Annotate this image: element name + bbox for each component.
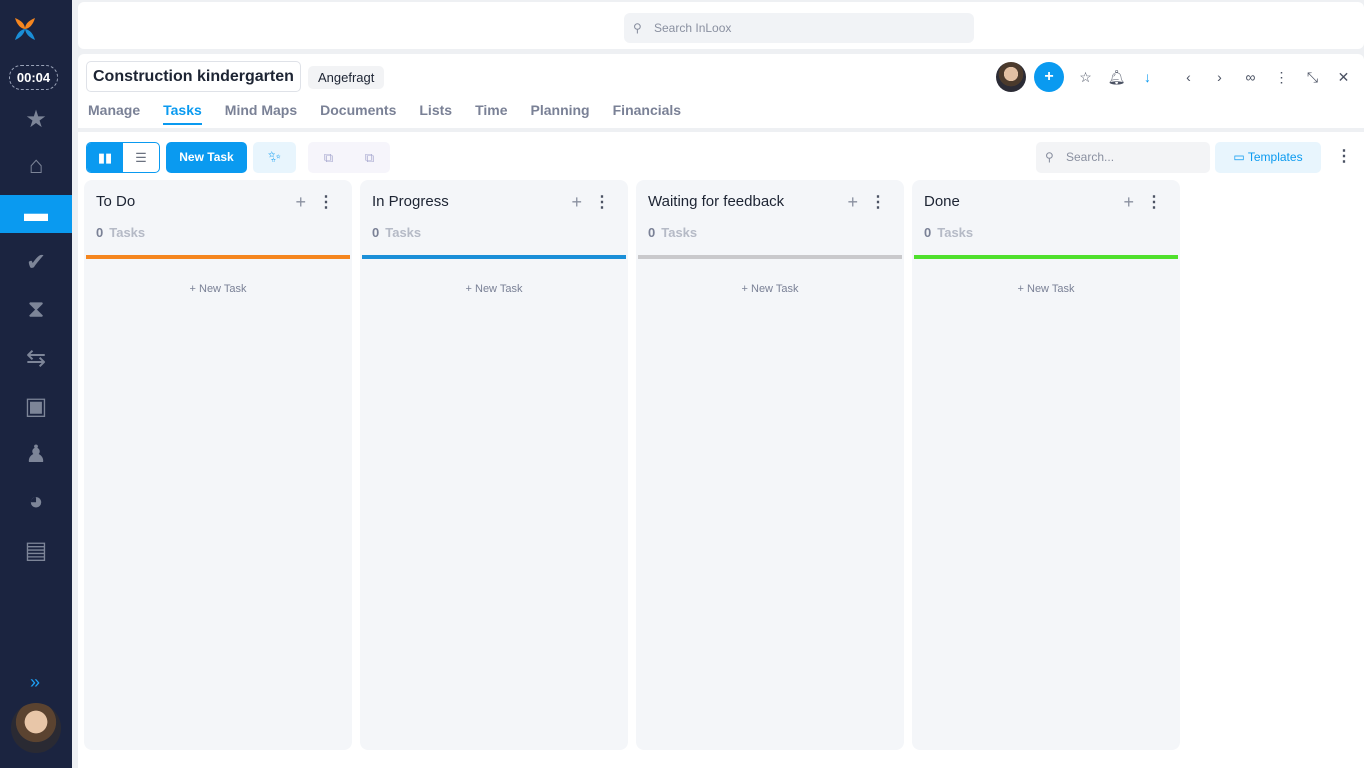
templates-label: Templates — [1247, 150, 1303, 164]
user-avatar[interactable] — [11, 703, 61, 753]
tab-time[interactable]: Time — [475, 102, 508, 118]
bell-icon[interactable]: 🔔︎ — [1107, 68, 1126, 85]
more-icon[interactable]: ⋮ — [1274, 68, 1289, 85]
column-to-do: To Do + ⋮ 0 Tasks + New Task — [84, 180, 352, 750]
tab-documents[interactable]: Documents — [320, 102, 397, 118]
search-placeholder: Search InLoox — [654, 21, 732, 35]
kanban-board: To Do + ⋮ 0 Tasks + New Task In Progress … — [78, 180, 1364, 768]
tab-financials[interactable]: Financials — [612, 102, 682, 118]
star-icon[interactable]: ☆ — [1079, 68, 1092, 85]
status-badge[interactable]: Angefragt — [308, 66, 385, 89]
task-count: 0 Tasks — [96, 225, 146, 240]
new-task-link[interactable]: + New Task — [465, 283, 523, 295]
add-icon[interactable]: + — [847, 192, 858, 212]
column-title[interactable]: To Do — [96, 193, 136, 210]
more-icon[interactable]: ⋮ — [1336, 148, 1352, 165]
inloox-logo[interactable] — [12, 16, 38, 42]
task-count: 0 Tasks — [372, 225, 422, 240]
column-color-bar — [362, 255, 626, 259]
view-toggle: ▮▮ ☰ — [86, 142, 160, 173]
copy-icon[interactable]: ⧉ — [323, 150, 334, 165]
list-view-icon[interactable]: ☰ — [135, 150, 147, 165]
task-count: 0 Tasks — [924, 225, 974, 240]
arrow-down-icon[interactable]: ↓ — [1144, 69, 1151, 85]
new-task-link[interactable]: + New Task — [189, 283, 247, 295]
add-icon[interactable]: + — [1123, 192, 1134, 212]
close-icon[interactable]: ✕ — [1337, 68, 1350, 85]
column-title[interactable]: Done — [924, 193, 960, 210]
documents-icon[interactable]: ▤ — [24, 536, 48, 564]
home-icon[interactable]: ⌂ — [28, 152, 44, 179]
global-search-input[interactable]: ⚲ Search InLoox — [624, 13, 974, 43]
tab-manage[interactable]: Manage — [88, 102, 141, 118]
expand-sidebar-icon[interactable]: » — [30, 672, 41, 692]
column-title[interactable]: Waiting for feedback — [648, 193, 785, 210]
chevron-left-icon[interactable]: ‹ — [1186, 69, 1191, 85]
tab-bar: Manage Tasks Mind Maps Documents Lists T… — [88, 102, 681, 125]
header-actions: + ☆ 🔔︎ ↓ ‹ › ∞ ⋮ ⤡ ✕ — [996, 62, 1359, 92]
search-icon: ⚲ — [633, 21, 642, 35]
column-title[interactable]: In Progress — [372, 193, 449, 210]
new-task-link[interactable]: + New Task — [1017, 283, 1075, 295]
more-icon[interactable]: ⋮ — [594, 194, 610, 211]
tasks-icon[interactable]: ✔ — [25, 248, 47, 276]
project-header: Construction kindergarten Angefragt Mana… — [78, 54, 1364, 128]
project-manager-avatar[interactable] — [996, 62, 1026, 92]
paste-icon[interactable]: ⧉ — [364, 150, 375, 165]
more-icon[interactable]: ⋮ — [1146, 194, 1162, 211]
tab-mind-maps[interactable]: Mind Maps — [224, 102, 298, 118]
column-done: Done + ⋮ 0 Tasks + New Task — [912, 180, 1180, 750]
templates-button[interactable]: ▭ Templates — [1215, 142, 1321, 173]
user-location-icon[interactable]: ♟ — [25, 440, 47, 468]
top-bar: ⚲ Search InLoox — [78, 2, 1364, 49]
projects-icon[interactable]: ▬ — [0, 195, 72, 233]
link-icon[interactable]: ∞ — [1245, 69, 1256, 85]
task-toolbar: ▮▮ ☰ New Task ✨︎ ⧉ ⧉ ⚲ Search... ▭ Templa… — [78, 132, 1364, 180]
search-icon: ⚲ — [1045, 150, 1054, 164]
column-color-bar — [86, 255, 350, 259]
more-icon[interactable]: ⋮ — [318, 194, 334, 211]
copy-paste-group: ⧉ ⧉ — [308, 142, 390, 173]
magic-wand-icon[interactable]: ✨︎ — [253, 142, 296, 173]
tab-planning[interactable]: Planning — [530, 102, 590, 118]
search-placeholder: Search... — [1066, 150, 1115, 164]
hourglass-icon[interactable]: ⧗ — [27, 296, 45, 323]
task-search-input[interactable]: ⚲ Search... — [1036, 142, 1210, 173]
add-icon[interactable]: + — [295, 192, 306, 212]
task-count: 0 Tasks — [648, 225, 698, 240]
new-task-button[interactable]: New Task — [166, 142, 247, 173]
favorites-icon[interactable]: ★ — [25, 105, 47, 133]
board-view-icon[interactable]: ▮▮ — [87, 143, 123, 172]
add-icon[interactable]: + — [571, 192, 582, 212]
timer[interactable]: 00:04 — [9, 65, 58, 90]
more-icon[interactable]: ⋮ — [870, 194, 886, 211]
project-title[interactable]: Construction kindergarten — [86, 61, 301, 92]
tab-tasks[interactable]: Tasks — [163, 102, 202, 125]
templates-icon: ▭ — [1233, 150, 1248, 164]
column-waiting-for-feedback: Waiting for feedback + ⋮ 0 Tasks + New Ta… — [636, 180, 904, 750]
sidebar: 00:04 ★ ⌂ ▬ ✔ ⧗ ⇆ ▣ ♟ ◕ ▤ » — [0, 0, 72, 768]
contacts-icon[interactable]: ▣ — [24, 392, 48, 420]
workflow-icon[interactable]: ⇆ — [25, 344, 47, 372]
column-color-bar — [914, 255, 1178, 259]
reports-pie-icon[interactable]: ◕ — [28, 488, 44, 515]
add-button[interactable]: + — [1034, 62, 1064, 92]
chevron-right-icon[interactable]: › — [1217, 69, 1222, 85]
collapse-icon[interactable]: ⤡ — [1306, 68, 1319, 85]
new-task-link[interactable]: + New Task — [741, 283, 799, 295]
column-color-bar — [638, 255, 902, 259]
column-in-progress: In Progress + ⋮ 0 Tasks + New Task — [360, 180, 628, 750]
tab-lists[interactable]: Lists — [419, 102, 453, 118]
